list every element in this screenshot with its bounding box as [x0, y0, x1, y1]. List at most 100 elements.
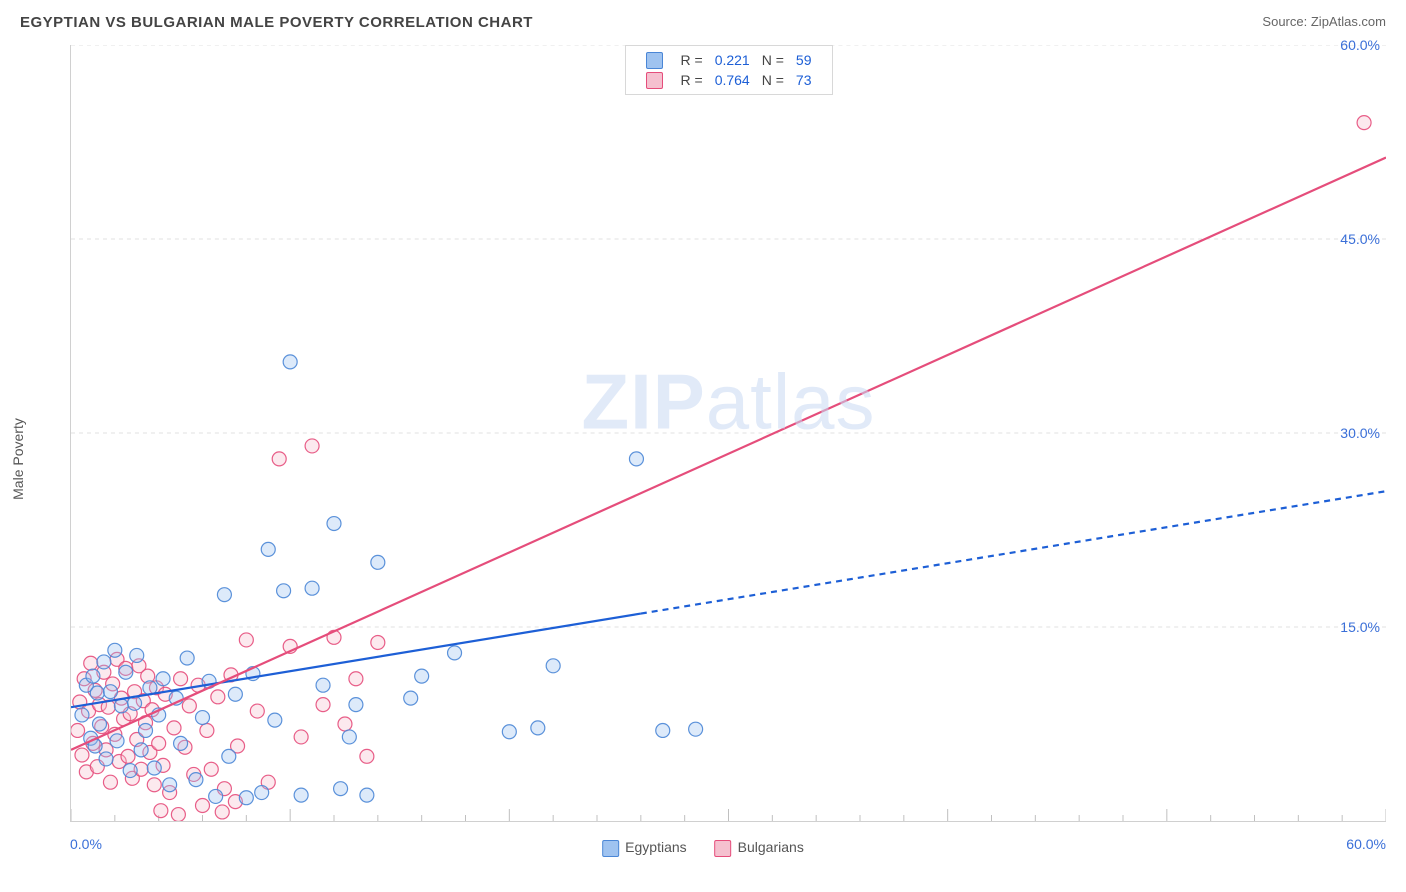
scatter-point	[209, 789, 223, 803]
scatter-point	[448, 646, 462, 660]
r-value: 0.764	[709, 70, 756, 90]
r-label: R =	[675, 70, 709, 90]
scatter-point	[139, 723, 153, 737]
scatter-point	[147, 761, 161, 775]
scatter-point	[1357, 116, 1371, 130]
series-legend: Egyptians Bulgarians	[602, 839, 804, 857]
legend-series-name: Egyptians	[625, 839, 686, 855]
scatter-point	[294, 730, 308, 744]
regression-line	[71, 158, 1386, 750]
x-axis-end-label: 60.0%	[1346, 836, 1386, 852]
source-credit: Source: ZipAtlas.com	[1262, 14, 1386, 29]
scatter-point	[134, 743, 148, 757]
scatter-point	[103, 775, 117, 789]
scatter-point	[349, 672, 363, 686]
x-axis-start-label: 0.0%	[70, 836, 102, 852]
scatter-point	[305, 581, 319, 595]
chart-title: EGYPTIAN VS BULGARIAN MALE POVERTY CORRE…	[20, 14, 533, 31]
scatter-point	[97, 655, 111, 669]
scatter-point	[316, 698, 330, 712]
legend-swatch	[715, 840, 732, 857]
scatter-point	[182, 699, 196, 713]
scatter-point	[123, 764, 137, 778]
scatter-point	[103, 685, 117, 699]
scatter-point	[338, 717, 352, 731]
correlation-legend: R =0.221N =59R =0.764N =73	[625, 45, 833, 95]
scatter-point	[110, 734, 124, 748]
scatter-point	[371, 555, 385, 569]
scatter-point	[272, 452, 286, 466]
scatter-point	[200, 723, 214, 737]
scatter-point	[167, 721, 181, 735]
scatter-point	[371, 636, 385, 650]
scatter-point	[629, 452, 643, 466]
scatter-point	[121, 749, 135, 763]
scatter-point	[152, 736, 166, 750]
n-value: 59	[790, 50, 818, 70]
legend-item: Egyptians	[602, 839, 686, 857]
y-tick-label: 60.0%	[1340, 37, 1380, 53]
legend-series-name: Bulgarians	[738, 839, 804, 855]
scatter-point	[222, 749, 236, 763]
scatter-point	[342, 730, 356, 744]
scatter-point	[92, 717, 106, 731]
scatter-point	[196, 798, 210, 812]
legend-swatch	[646, 52, 663, 69]
regression-line-dashed	[641, 491, 1386, 613]
scatter-point	[163, 778, 177, 792]
scatter-point	[360, 788, 374, 802]
scatter-point	[415, 669, 429, 683]
scatter-point	[75, 708, 89, 722]
scatter-point	[349, 698, 363, 712]
scatter-point	[86, 669, 100, 683]
correlation-row: R =0.764N =73	[640, 70, 818, 90]
scatter-point	[75, 748, 89, 762]
scatter-point	[689, 722, 703, 736]
scatter-point	[283, 355, 297, 369]
scatter-point	[250, 704, 264, 718]
scatter-point	[327, 517, 341, 531]
source-label: Source:	[1262, 14, 1307, 29]
scatter-point	[156, 672, 170, 686]
y-tick-label: 30.0%	[1340, 425, 1380, 441]
scatter-point	[239, 633, 253, 647]
scatter-point	[174, 736, 188, 750]
scatter-point	[255, 786, 269, 800]
scatter-point	[84, 656, 98, 670]
scatter-point	[211, 690, 225, 704]
n-label: N =	[756, 50, 790, 70]
scatter-point	[334, 782, 348, 796]
scatter-point	[217, 588, 231, 602]
scatter-point	[294, 788, 308, 802]
scatter-point	[119, 665, 133, 679]
r-value: 0.221	[709, 50, 756, 70]
scatter-point	[71, 723, 85, 737]
n-value: 73	[790, 70, 818, 90]
legend-swatch	[602, 840, 619, 857]
scatter-point	[99, 752, 113, 766]
scatter-point	[114, 699, 128, 713]
scatter-point	[174, 672, 188, 686]
y-axis-label: Male Poverty	[10, 418, 26, 500]
scatter-point	[546, 659, 560, 673]
scatter-point	[261, 542, 275, 556]
scatter-point	[531, 721, 545, 735]
scatter-svg	[71, 45, 1386, 821]
scatter-point	[196, 711, 210, 725]
scatter-point	[108, 643, 122, 657]
scatter-point	[171, 808, 185, 821]
scatter-point	[154, 804, 168, 818]
scatter-point	[204, 762, 218, 776]
chart-area: Male Poverty ZIPatlas R =0.221N =59R =0.…	[20, 45, 1386, 872]
n-label: N =	[756, 70, 790, 90]
scatter-point	[147, 778, 161, 792]
scatter-point	[268, 713, 282, 727]
scatter-point	[404, 691, 418, 705]
scatter-point	[189, 773, 203, 787]
r-label: R =	[675, 50, 709, 70]
y-tick-label: 15.0%	[1340, 619, 1380, 635]
scatter-point	[180, 651, 194, 665]
scatter-point	[228, 687, 242, 701]
correlation-row: R =0.221N =59	[640, 50, 818, 70]
scatter-point	[502, 725, 516, 739]
